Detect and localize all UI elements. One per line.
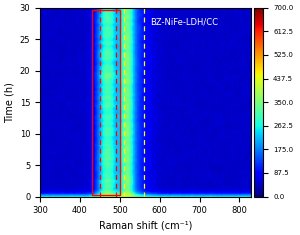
X-axis label: Raman shift (cm⁻¹): Raman shift (cm⁻¹) — [99, 221, 192, 231]
Bar — [92, 10, 120, 195]
Y-axis label: Time (h): Time (h) — [4, 82, 14, 122]
Text: BZ-NiFe-LDH/CC: BZ-NiFe-LDH/CC — [150, 17, 218, 26]
